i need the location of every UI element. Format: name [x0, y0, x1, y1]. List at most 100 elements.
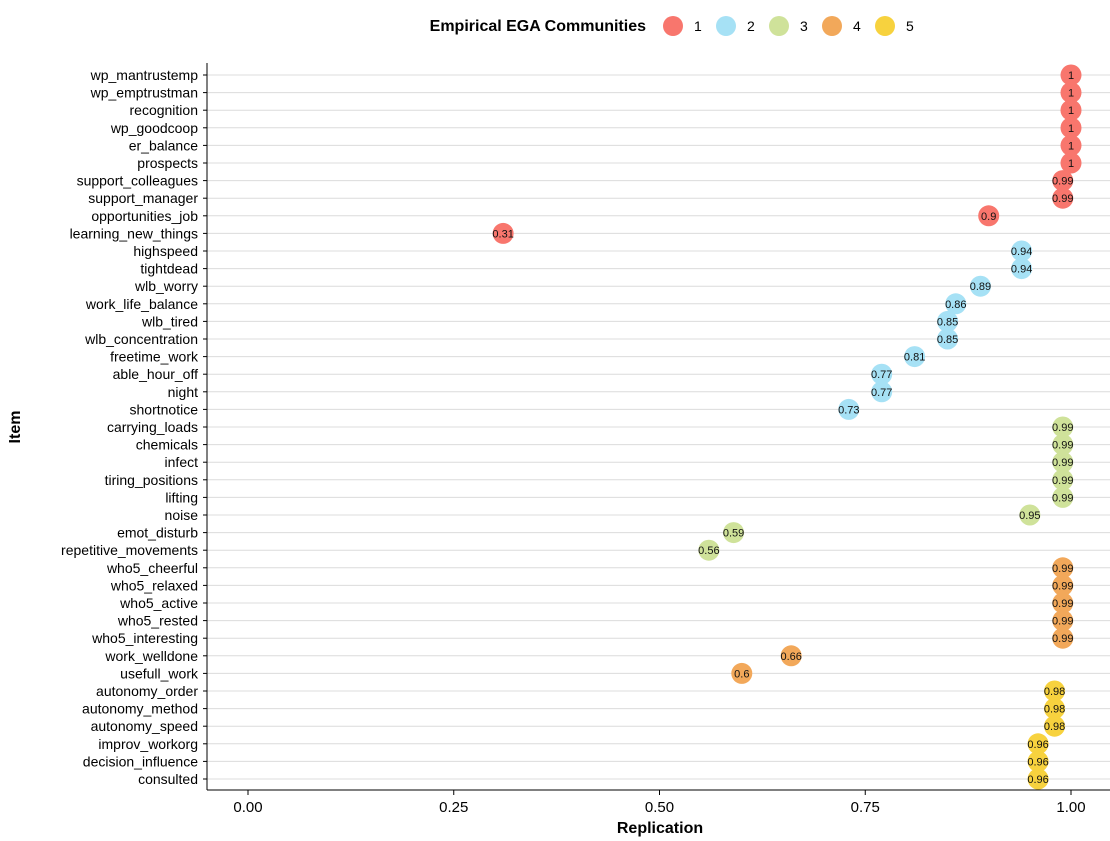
point-improv_workorg [1027, 733, 1049, 755]
point-wlb_concentration [937, 328, 959, 350]
y-axis-title: Item [7, 411, 24, 444]
y-tick-label-improv_workorg: improv_workorg [98, 736, 198, 752]
point-highspeed [1011, 240, 1033, 262]
point-label-freetime_work: 0.81 [904, 352, 925, 364]
y-tick-label-wlb_tired: wlb_tired [141, 313, 198, 329]
legend-key-4 [822, 16, 842, 36]
point-support_colleagues [1052, 170, 1074, 192]
point-wp_goodcoop [1060, 117, 1082, 139]
point-work_welldone [780, 645, 802, 667]
legend-key-1 [663, 16, 683, 36]
point-label-work_welldone: 0.66 [780, 651, 801, 663]
legend: Empirical EGA Communities 1 2 3 4 5 [430, 16, 914, 36]
point-chemicals [1052, 434, 1074, 456]
point-prospects [1060, 152, 1082, 174]
point-autonomy_order [1044, 680, 1066, 702]
y-tick-label-night: night [168, 384, 198, 400]
point-who5_relaxed [1052, 574, 1074, 596]
point-label-support_manager: 0.99 [1052, 193, 1073, 205]
x-axis-title: Replication [617, 820, 703, 837]
point-learning_new_things [492, 222, 514, 244]
point-label-prospects: 1 [1068, 158, 1074, 170]
point-label-tightdead: 0.94 [1011, 264, 1032, 276]
point-usefull_work [731, 662, 753, 684]
legend-key-5 [875, 16, 895, 36]
y-tick-label-wlb_worry: wlb_worry [134, 278, 198, 294]
y-tick-label-shortnotice: shortnotice [130, 401, 199, 417]
y-tick-label-autonomy_order: autonomy_order [96, 683, 198, 699]
y-tick-label-opportunities_job: opportunities_job [91, 208, 198, 224]
point-label-lifting: 0.99 [1052, 492, 1073, 504]
point-lifting [1052, 486, 1074, 508]
point-label-repetitive_movements: 0.56 [698, 545, 719, 557]
point-recognition [1060, 99, 1082, 121]
point-opportunities_job [978, 205, 1000, 227]
point-who5_cheerful [1052, 557, 1074, 579]
point-label-er_balance: 1 [1068, 140, 1074, 152]
y-tick-label-autonomy_method: autonomy_method [82, 701, 198, 717]
x-tick-label-0.75: 0.75 [851, 799, 880, 816]
legend-title: Empirical EGA Communities [430, 18, 646, 35]
y-tick-label-work_life_balance: work_life_balance [85, 296, 198, 312]
point-label-shortnotice: 0.73 [838, 404, 859, 416]
point-label-decision_influence: 0.96 [1027, 756, 1048, 768]
y-tick-label-prospects: prospects [137, 155, 198, 171]
y-tick-label-wp_goodcoop: wp_goodcoop [110, 120, 198, 136]
point-work_life_balance [945, 293, 967, 315]
y-tick-label-infect: infect [165, 454, 199, 470]
point-label-wlb_tired: 0.85 [937, 316, 958, 328]
point-label-highspeed: 0.94 [1011, 246, 1032, 258]
y-tick-label-autonomy_speed: autonomy_speed [91, 718, 198, 734]
point-tightdead [1011, 258, 1033, 280]
point-label-noise: 0.95 [1019, 510, 1040, 522]
point-label-who5_active: 0.99 [1052, 598, 1073, 610]
legend-label-3: 3 [800, 18, 808, 34]
point-autonomy_speed [1044, 715, 1066, 737]
point-decision_influence [1027, 750, 1049, 772]
y-tick-label-lifting: lifting [165, 489, 198, 505]
point-night [871, 381, 893, 403]
point-infect [1052, 451, 1074, 473]
point-carrying_loads [1052, 416, 1074, 438]
point-label-who5_relaxed: 0.99 [1052, 580, 1073, 592]
x-axis-ticks: 0.00 0.25 0.50 0.75 1.00 [233, 790, 1086, 816]
y-tick-label-emot_disturb: emot_disturb [117, 525, 198, 541]
point-er_balance [1060, 134, 1082, 156]
data-points: 1 1 1 1 1 1 0.99 0.99 0.9 0.31 0.94 0.94 0.89 0.86 0.8… [492, 64, 1082, 790]
point-label-autonomy_method: 0.98 [1044, 704, 1065, 716]
y-tick-label-chemicals: chemicals [136, 437, 198, 453]
y-tick-label-wp_emptrustman: wp_emptrustman [90, 85, 198, 101]
y-tick-label-highspeed: highspeed [133, 243, 198, 259]
point-label-wp_mantrustemp: 1 [1068, 70, 1074, 82]
y-tick-label-who5_relaxed: who5_relaxed [110, 577, 198, 593]
point-label-support_colleagues: 0.99 [1052, 176, 1073, 188]
legend-label-4: 4 [853, 18, 861, 34]
y-tick-label-support_manager: support_manager [88, 190, 198, 206]
legend-key-3 [769, 16, 789, 36]
point-label-chemicals: 0.99 [1052, 440, 1073, 452]
point-who5_interesting [1052, 627, 1074, 649]
point-label-emot_disturb: 0.59 [723, 528, 744, 540]
y-tick-label-decision_influence: decision_influence [83, 753, 198, 769]
y-tick-label-tiring_positions: tiring_positions [105, 472, 198, 488]
point-wlb_worry [969, 275, 991, 297]
point-emot_disturb [723, 522, 745, 544]
point-label-opportunities_job: 0.9 [981, 211, 996, 223]
y-tick-label-wlb_concentration: wlb_concentration [84, 331, 198, 347]
point-freetime_work [904, 346, 926, 368]
point-label-able_hour_off: 0.77 [871, 369, 892, 381]
y-tick-label-support_colleagues: support_colleagues [77, 173, 198, 189]
point-tiring_positions [1052, 469, 1074, 491]
x-tick-label-0.50: 0.50 [645, 799, 674, 816]
y-tick-label-usefull_work: usefull_work [120, 665, 199, 681]
point-repetitive_movements [698, 539, 720, 561]
point-label-infect: 0.99 [1052, 457, 1073, 469]
point-label-wp_emptrustman: 1 [1068, 88, 1074, 100]
legend-label-2: 2 [747, 18, 755, 34]
point-autonomy_method [1044, 698, 1066, 720]
point-label-usefull_work: 0.6 [734, 668, 749, 680]
point-wlb_tired [937, 310, 959, 332]
point-label-recognition: 1 [1068, 105, 1074, 117]
y-tick-label-learning_new_things: learning_new_things [70, 225, 198, 241]
point-consulted [1027, 768, 1049, 790]
